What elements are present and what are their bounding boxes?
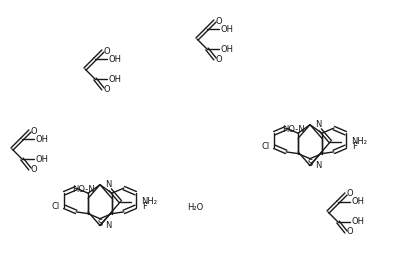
Text: S: S	[307, 159, 313, 168]
Text: O: O	[347, 227, 353, 237]
Text: O: O	[104, 46, 110, 55]
Text: OH: OH	[109, 55, 121, 64]
Text: O: O	[104, 85, 110, 94]
Text: OH: OH	[352, 218, 364, 227]
Text: HO-N: HO-N	[282, 125, 305, 134]
Text: OH: OH	[35, 155, 49, 164]
Text: Cl: Cl	[52, 202, 60, 211]
Text: F: F	[142, 202, 146, 211]
Text: OH: OH	[220, 25, 233, 34]
Text: OH: OH	[109, 74, 121, 83]
Text: NH₂: NH₂	[351, 137, 367, 146]
Text: O: O	[215, 55, 222, 64]
Text: HO-N: HO-N	[72, 185, 95, 194]
Text: O: O	[215, 17, 222, 25]
Text: N: N	[315, 161, 322, 170]
Text: O: O	[347, 190, 353, 199]
Text: S: S	[97, 219, 103, 228]
Text: H₂O: H₂O	[187, 202, 203, 211]
Text: N: N	[105, 221, 111, 230]
Text: Cl: Cl	[262, 142, 270, 151]
Text: OH: OH	[352, 197, 364, 207]
Text: N: N	[105, 180, 111, 189]
Text: O: O	[31, 127, 37, 136]
Text: NH₂: NH₂	[141, 197, 157, 206]
Text: N: N	[315, 120, 322, 129]
Text: OH: OH	[220, 45, 233, 53]
Text: F: F	[352, 142, 357, 151]
Text: OH: OH	[35, 134, 49, 144]
Text: O: O	[31, 165, 37, 174]
